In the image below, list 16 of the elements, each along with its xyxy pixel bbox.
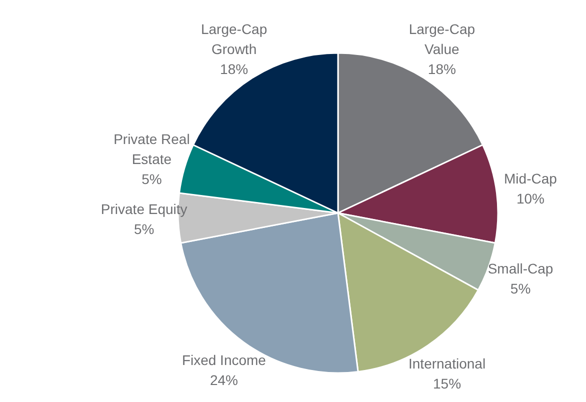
data-label: 5% bbox=[510, 280, 531, 297]
data-label: 15% bbox=[433, 375, 462, 392]
slice-label: Fixed Income bbox=[182, 352, 266, 368]
data-label: 18% bbox=[428, 61, 456, 78]
slice-label: Private Equity bbox=[100, 201, 188, 218]
slice-label: Mid-Cap bbox=[504, 170, 558, 187]
data-label: 10% bbox=[516, 190, 544, 207]
slice-label: Large-Cap Value bbox=[408, 21, 476, 58]
data-label: 5% bbox=[142, 170, 162, 187]
slice-label: Small-Cap bbox=[488, 260, 554, 277]
slice-label: International bbox=[408, 355, 486, 372]
slice-label: Private Real Estate bbox=[114, 130, 190, 167]
data-label: 5% bbox=[134, 221, 154, 238]
data-label: 18% bbox=[220, 61, 248, 78]
data-label: 24% bbox=[210, 372, 238, 388]
slice-label: Large-Cap Growth bbox=[200, 21, 268, 58]
